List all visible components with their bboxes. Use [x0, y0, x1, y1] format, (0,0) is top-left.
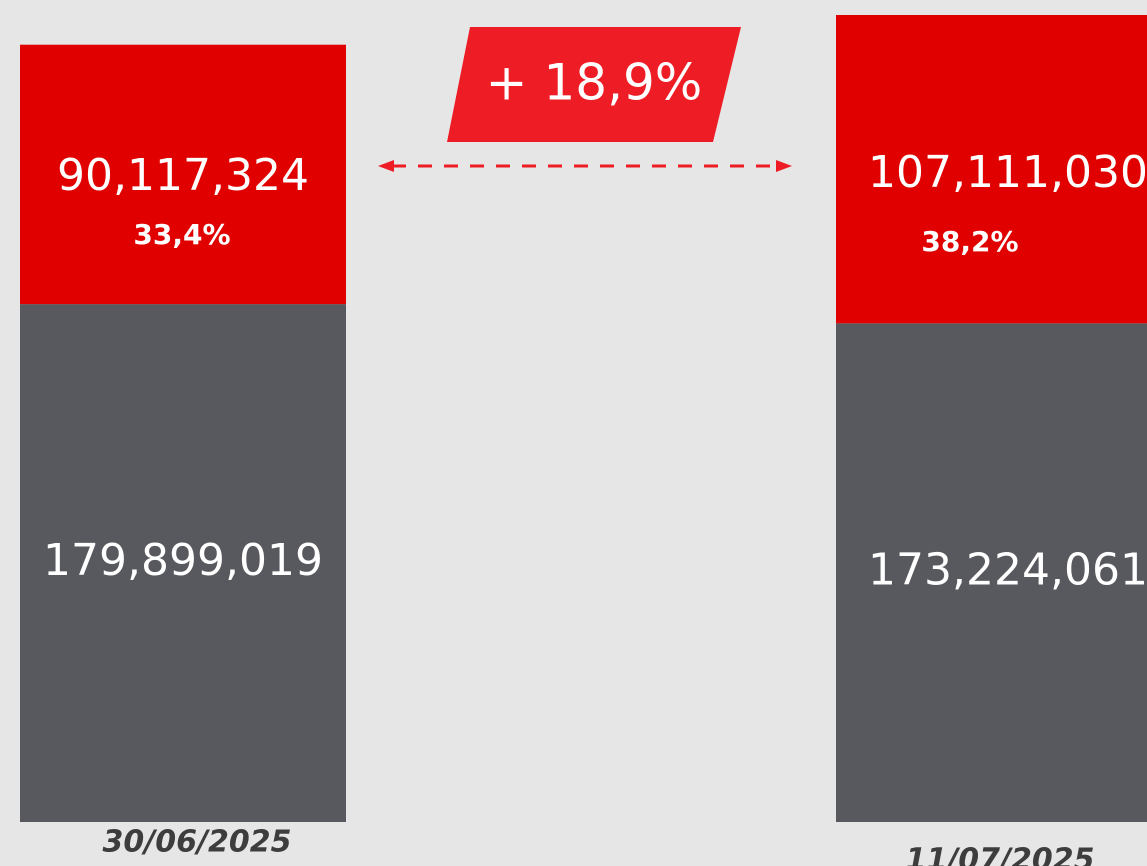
change-label: + 18,9% — [486, 54, 703, 112]
category-label: 11/07/2025 — [906, 843, 1095, 866]
compare-arrow — [378, 160, 792, 172]
category-label: 30/06/2025 — [103, 825, 292, 860]
value-label: 179,899,019 — [43, 535, 323, 586]
change-badge — [447, 27, 741, 142]
value-label: 107,111,030 — [868, 147, 1147, 198]
value-label: 173,224,061 — [868, 545, 1147, 596]
percent-label: 38,2% — [921, 225, 1018, 258]
percent-label: 33,4% — [133, 218, 230, 251]
value-label: 90,117,324 — [57, 150, 309, 201]
arrow-head — [776, 160, 792, 172]
bar-segment — [20, 44, 346, 305]
bar-segment — [836, 323, 1147, 822]
bar-segment — [836, 15, 1147, 324]
bar-segment — [20, 304, 346, 822]
arrow-head — [378, 160, 394, 172]
